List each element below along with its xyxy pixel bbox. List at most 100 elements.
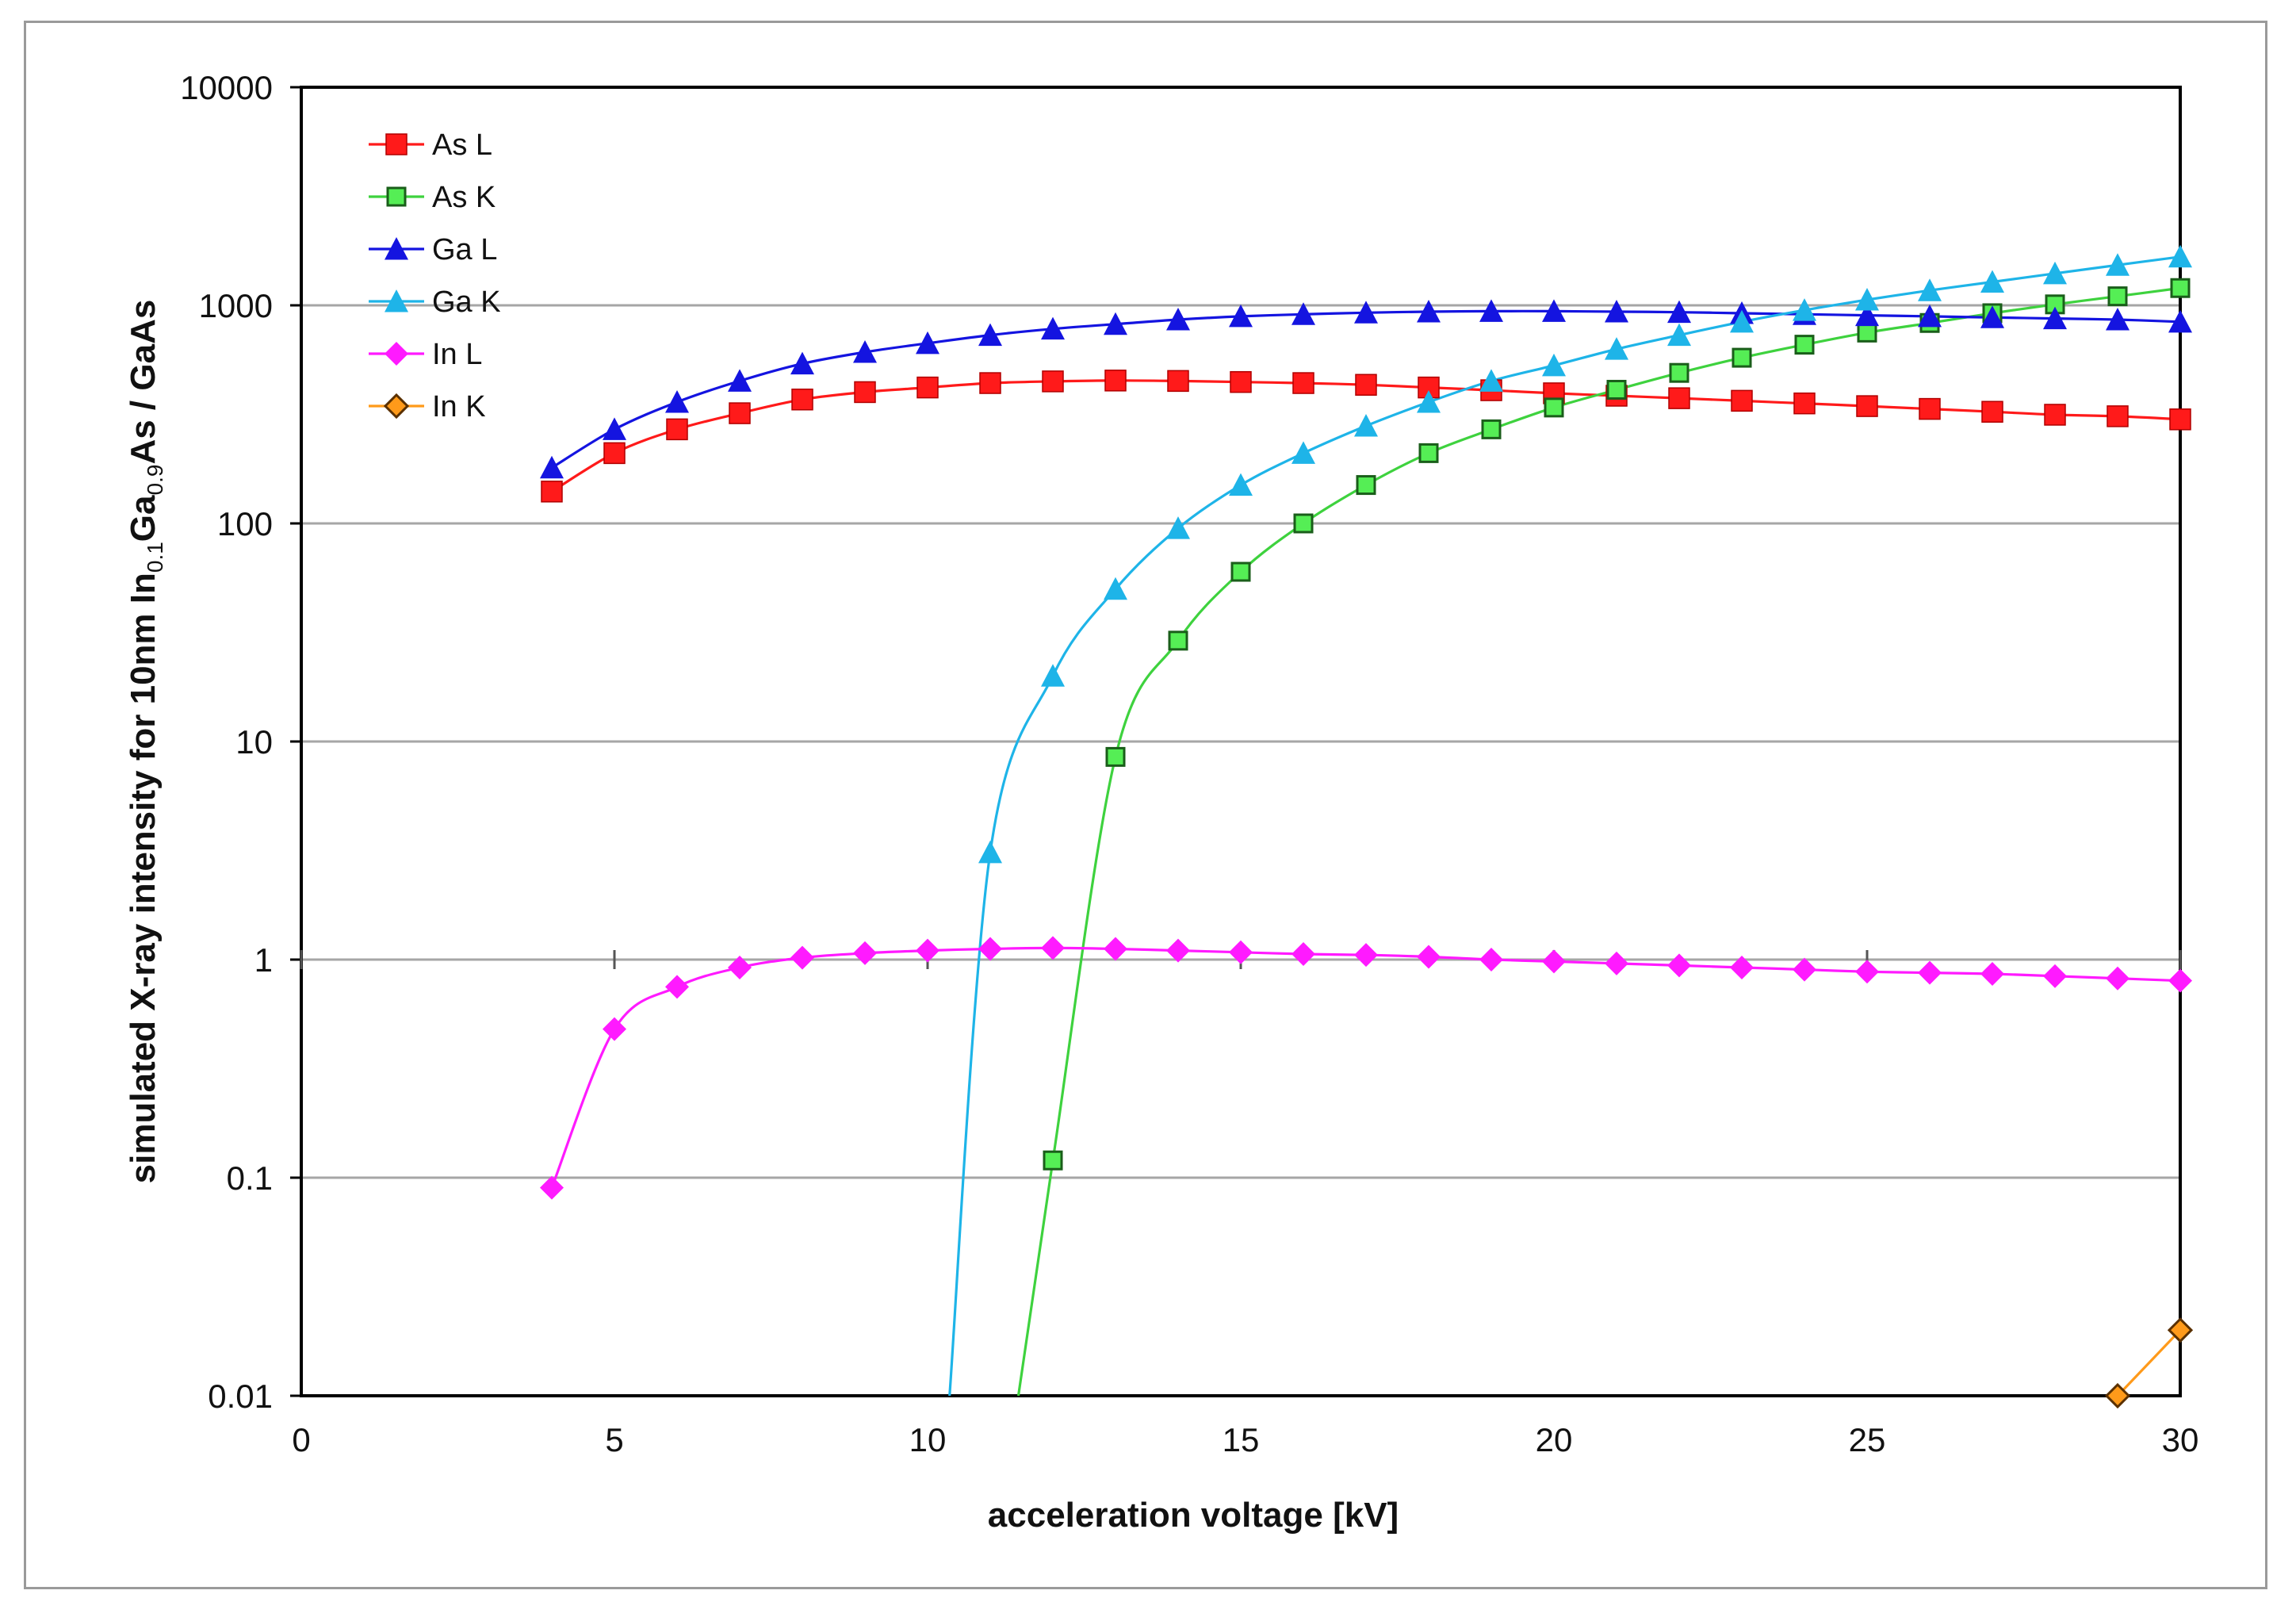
legend-marker-as-k: [386, 186, 407, 207]
point-ga-l-14: [1417, 300, 1441, 323]
x-tick-label-5: 25: [1849, 1421, 1886, 1458]
point-as-k-5: [1293, 513, 1314, 534]
point-as-l-7: [979, 372, 1001, 394]
point-in-l-0: [540, 1175, 564, 1200]
x-tick-label-2: 10: [909, 1421, 947, 1458]
y-tick-label-2: 1: [254, 941, 273, 979]
legend-label-ga-k: Ga K: [432, 285, 501, 319]
point-as-k-9: [1544, 397, 1564, 418]
point-as-l-24: [2044, 404, 2066, 426]
point-ga-l-1: [603, 417, 626, 440]
point-as-l-8: [1042, 370, 1064, 393]
y-axis-title-suffix: As / GaAs: [124, 300, 163, 465]
series-markers: [540, 244, 2194, 1409]
point-as-l-13: [1355, 374, 1377, 396]
point-ga-k-5: [1229, 473, 1253, 496]
point-ga-k-20: [2168, 244, 2192, 268]
point-as-k-19: [2170, 278, 2191, 298]
legend-label-ga-l: Ga L: [432, 233, 497, 266]
point-ga-k-9: [1479, 369, 1503, 392]
axis-ticks: 0.01 0.1 1 10 100 1000 10000 0 5 10 15 20 25 30: [180, 69, 2198, 1458]
point-as-k-8: [1481, 419, 1502, 439]
point-in-l-21: [1855, 960, 1879, 984]
series-line-ga-k: [948, 255, 2180, 1396]
point-as-l-0: [541, 481, 563, 503]
point-ga-k-4: [1166, 516, 1190, 539]
point-as-l-9: [1104, 370, 1127, 392]
point-ga-k-17: [1980, 270, 2004, 293]
legend-label-in-k: In K: [432, 390, 486, 423]
y-tick-label-0: 0.01: [208, 1378, 273, 1415]
point-in-l-10: [1166, 938, 1190, 963]
point-ga-k-8: [1417, 390, 1441, 413]
legend-marker-ga-l: [385, 237, 408, 260]
x-axis-title: acceleration voltage [kV]: [988, 1496, 1399, 1535]
point-in-l-26: [2168, 968, 2192, 993]
point-ga-l-2: [665, 390, 689, 413]
point-in-l-7: [978, 937, 1002, 961]
point-as-l-23: [1981, 400, 2003, 423]
point-in-l-2: [665, 975, 689, 999]
point-ga-l-24: [2043, 306, 2067, 330]
y-tick-label-1: 0.1: [227, 1159, 273, 1197]
y-tick-label-4: 100: [217, 505, 273, 542]
point-ga-k-6: [1292, 441, 1315, 464]
point-ga-k-16: [1918, 278, 1942, 301]
point-in-l-23: [1980, 962, 2004, 987]
y-axis-title-prefix: simulated X-ray intensity for 10nm In: [124, 573, 163, 1183]
point-ga-l-17: [1605, 300, 1628, 323]
point-as-l-1: [603, 442, 626, 465]
point-ga-l-25: [2106, 308, 2130, 331]
point-in-l-17: [1605, 951, 1628, 975]
point-as-l-26: [2169, 408, 2191, 431]
point-in-l-3: [728, 955, 752, 979]
point-ga-k-14: [1793, 298, 1816, 321]
point-as-k-13: [1794, 335, 1815, 355]
y-tick-label-6: 10000: [180, 69, 273, 106]
legend-label-as-k: As K: [432, 181, 496, 214]
point-ga-l-26: [2168, 309, 2192, 333]
point-in-l-14: [1417, 945, 1441, 969]
point-ga-k-11: [1605, 337, 1628, 360]
y-axis-title-mid: Ga: [124, 495, 163, 542]
point-ga-k-13: [1730, 309, 1754, 333]
legend-marker-in-l: [385, 342, 408, 366]
point-ga-l-8: [1041, 316, 1065, 340]
point-ga-l-4: [790, 351, 814, 375]
chart-frame: [24, 21, 2267, 1589]
point-in-l-13: [1354, 943, 1378, 968]
point-in-l-16: [1542, 949, 1566, 974]
point-as-k-14: [1857, 322, 1877, 343]
point-as-k-18: [2107, 286, 2128, 307]
series-line-in-l: [550, 946, 2180, 1189]
point-as-k-11: [1669, 362, 1689, 383]
point-as-l-12: [1292, 372, 1314, 394]
point-ga-l-23: [1980, 305, 2004, 328]
point-ga-l-6: [916, 331, 939, 354]
point-ga-l-10: [1166, 308, 1190, 331]
point-as-k-2: [1105, 746, 1126, 767]
point-as-k-7: [1418, 443, 1439, 463]
point-ga-k-3: [1104, 577, 1127, 600]
point-in-l-22: [1918, 960, 1942, 985]
point-ga-k-10: [1542, 353, 1566, 377]
point-ga-l-16: [1542, 299, 1566, 322]
point-ga-k-1: [978, 840, 1002, 864]
point-in-l-1: [603, 1017, 626, 1041]
point-ga-l-12: [1292, 302, 1315, 325]
point-in-l-19: [1730, 955, 1754, 979]
point-ga-k-12: [1667, 323, 1691, 347]
point-as-l-3: [729, 402, 751, 424]
x-tick-label-4: 20: [1536, 1421, 1573, 1458]
legend-marker-as-l: [385, 133, 408, 155]
legend-label-as-l: As L: [432, 128, 492, 162]
point-ga-l-21: [1855, 303, 1879, 327]
point-as-l-18: [1668, 387, 1690, 409]
point-ga-l-18: [1667, 300, 1691, 324]
point-as-l-4: [791, 388, 813, 411]
point-as-l-25: [2107, 405, 2129, 427]
y-axis-title-sub2: 0.9: [143, 465, 167, 496]
point-as-k-1: [1043, 1150, 1063, 1171]
point-ga-k-15: [1855, 288, 1879, 311]
